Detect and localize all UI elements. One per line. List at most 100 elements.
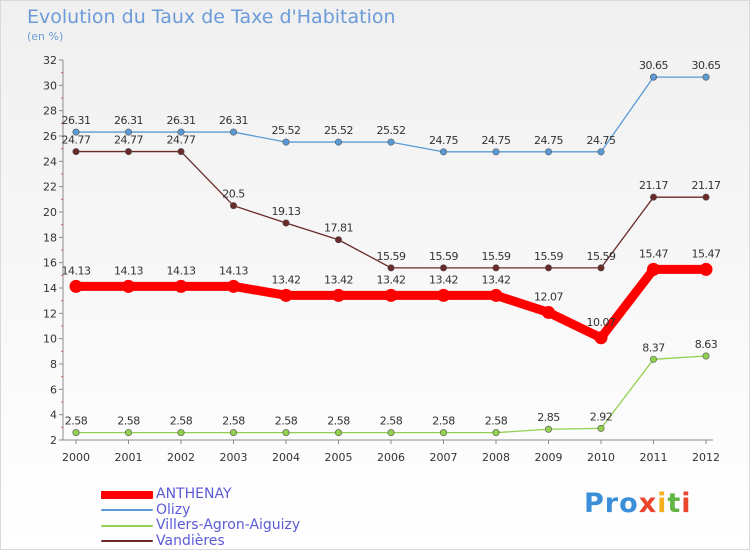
data-point: [702, 73, 710, 81]
x-tick-label: 2004: [272, 451, 300, 464]
data-point: [649, 193, 657, 201]
data-label: 26.31: [167, 114, 196, 127]
data-label: 2.58: [170, 415, 193, 428]
x-tick-label: 2006: [377, 451, 405, 464]
x-tick-label: 2009: [535, 451, 563, 464]
data-point: [492, 429, 500, 437]
y-tick-label: 4: [50, 409, 57, 422]
legend-swatch: [101, 509, 153, 512]
data-label: 12.07: [534, 290, 563, 303]
data-label: 24.75: [482, 134, 511, 147]
data-point: [647, 262, 660, 276]
y-tick-label: 26: [43, 130, 57, 143]
x-tick-label: 2000: [62, 451, 90, 464]
data-label: 2.58: [275, 415, 298, 428]
y-tick-label: 16: [43, 257, 57, 270]
x-tick-label: 2012: [692, 451, 720, 464]
x-tick-label: 2002: [167, 451, 195, 464]
data-point: [72, 148, 80, 156]
data-label: 14.13: [219, 264, 248, 277]
data-label: 2.58: [222, 415, 245, 428]
data-point: [597, 148, 605, 156]
data-label: 25.52: [324, 124, 353, 137]
data-label: 10.07: [587, 316, 616, 329]
data-label: 14.13: [114, 264, 143, 277]
data-point: [72, 128, 80, 136]
data-point: [227, 279, 240, 293]
data-point: [282, 138, 290, 146]
data-label: 14.13: [62, 264, 91, 277]
data-label: 24.75: [429, 134, 458, 147]
data-label: 24.77: [167, 134, 196, 147]
data-label: 2.58: [65, 415, 88, 428]
data-point: [125, 148, 133, 156]
data-label: 26.31: [219, 114, 248, 127]
data-label: 13.42: [324, 273, 353, 286]
data-label: 26.31: [114, 114, 143, 127]
data-label: 2.58: [117, 415, 140, 428]
data-label: 2.92: [590, 410, 613, 423]
data-point: [597, 424, 605, 432]
data-label: 15.59: [377, 250, 406, 263]
data-point: [334, 138, 342, 146]
data-label: 2.58: [380, 415, 403, 428]
data-label: 24.75: [534, 134, 563, 147]
data-label: 25.52: [377, 124, 406, 137]
legend-item: ANTHENAY: [101, 487, 300, 503]
chart-title: Evolution du Taux de Taxe d'Habitation: [27, 6, 396, 28]
data-point: [702, 352, 710, 360]
y-tick-label: 28: [43, 105, 57, 118]
data-label: 25.52: [272, 124, 301, 137]
data-point: [334, 236, 342, 244]
data-point: [387, 429, 395, 437]
data-point: [649, 355, 657, 363]
y-tick-label: 2: [50, 434, 57, 447]
data-point: [69, 279, 83, 293]
data-point: [387, 264, 395, 272]
data-point: [492, 264, 500, 272]
y-tick-label: 30: [43, 79, 57, 92]
data-point: [72, 429, 80, 437]
data-point: [544, 148, 552, 156]
data-label: 15.59: [534, 250, 563, 263]
y-tick-label: 24: [43, 155, 57, 168]
data-point: [649, 73, 657, 81]
y-tick-label: 12: [43, 307, 57, 320]
data-point: [387, 138, 395, 146]
data-label: 20.5: [222, 188, 245, 201]
data-point: [544, 425, 552, 433]
data-point: [282, 429, 290, 437]
data-point: [230, 202, 238, 210]
data-label: 21.17: [639, 179, 668, 192]
y-tick-label: 14: [43, 282, 57, 295]
x-tick-label: 2005: [325, 451, 353, 464]
data-point: [177, 128, 185, 136]
x-tick-label: 2010: [587, 451, 615, 464]
chart-subtitle: (en %): [27, 30, 64, 43]
y-tick-label: 20: [43, 206, 57, 219]
legend-label: Vandières: [156, 532, 225, 549]
y-tick-label: 10: [43, 333, 57, 346]
data-point: [542, 305, 555, 319]
data-point: [177, 429, 185, 437]
data-point: [279, 288, 293, 302]
data-label: 30.65: [692, 59, 721, 72]
data-label: 13.42: [429, 273, 458, 286]
legend-swatch: [101, 524, 153, 527]
legend-label: Olizy: [156, 501, 191, 518]
legend-swatch: [101, 490, 153, 499]
data-label: 24.75: [587, 134, 616, 147]
data-point: [492, 148, 500, 156]
data-point: [489, 288, 503, 302]
y-tick-label: 22: [43, 181, 57, 194]
data-point: [332, 288, 345, 302]
data-point: [439, 264, 447, 272]
data-label: 2.85: [537, 411, 560, 424]
data-label: 13.42: [377, 273, 406, 286]
data-point: [439, 148, 447, 156]
legend-item: Vandières: [101, 532, 300, 550]
data-label: 2.58: [485, 415, 508, 428]
data-point: [437, 288, 450, 302]
data-label: 15.59: [482, 250, 511, 263]
